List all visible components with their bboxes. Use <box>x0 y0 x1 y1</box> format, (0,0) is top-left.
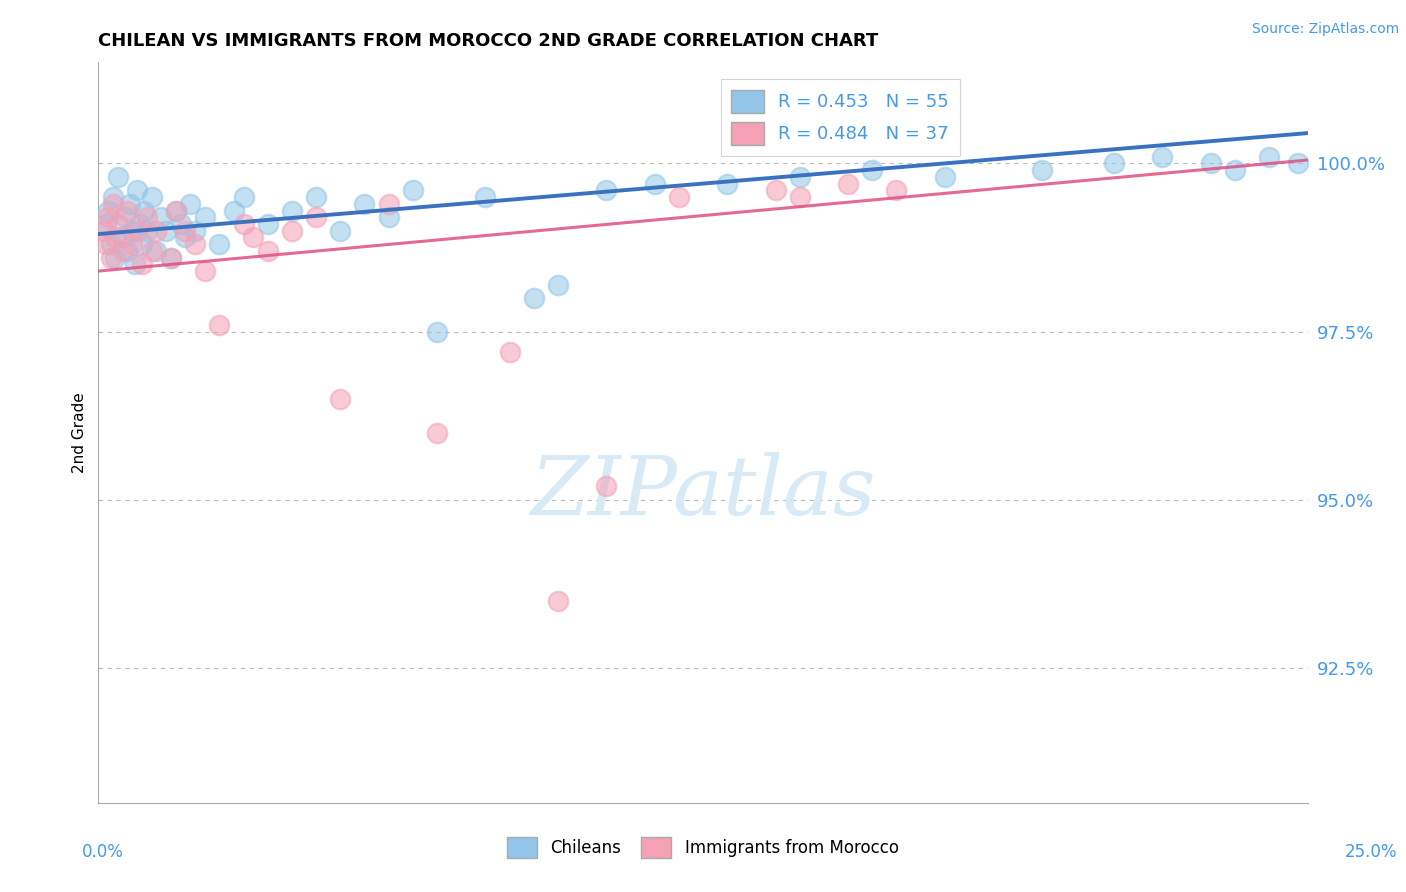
Point <box>281 203 304 218</box>
Point <box>353 196 375 211</box>
Point <box>97 211 120 225</box>
Point <box>1152 150 1174 164</box>
Point <box>94 237 117 252</box>
Text: 0.0%: 0.0% <box>82 843 124 861</box>
Point <box>104 251 127 265</box>
Point <box>547 594 569 608</box>
Point <box>111 230 134 244</box>
Point <box>100 237 122 252</box>
Point <box>595 183 617 197</box>
Point <box>184 224 207 238</box>
Point <box>789 190 811 204</box>
Point <box>184 237 207 252</box>
Point <box>474 190 496 204</box>
Point <box>145 224 167 238</box>
Point <box>595 479 617 493</box>
Point <box>765 183 787 197</box>
Point <box>91 224 114 238</box>
Point <box>886 183 908 197</box>
Point <box>1199 156 1222 170</box>
Point <box>426 425 449 440</box>
Point <box>104 230 127 244</box>
Point <box>498 344 520 359</box>
Point <box>101 190 124 204</box>
Point <box>114 211 136 225</box>
Point <box>131 237 153 252</box>
Point <box>134 203 156 218</box>
Point <box>329 392 352 406</box>
Point <box>1223 163 1246 178</box>
Point <box>121 237 143 252</box>
Point <box>118 196 141 211</box>
Point <box>155 224 177 238</box>
Point <box>94 217 117 231</box>
Point <box>165 203 187 218</box>
Point <box>256 244 278 258</box>
Point <box>242 230 264 244</box>
Point <box>141 190 163 204</box>
Text: 25.0%: 25.0% <box>1344 843 1398 861</box>
Point <box>305 190 328 204</box>
Point <box>860 163 883 178</box>
Text: CHILEAN VS IMMIGRANTS FROM MOROCCO 2ND GRADE CORRELATION CHART: CHILEAN VS IMMIGRANTS FROM MOROCCO 2ND G… <box>98 32 879 50</box>
Point <box>194 211 217 225</box>
Point <box>100 251 122 265</box>
Point <box>305 211 328 225</box>
Point <box>121 224 143 238</box>
Point <box>329 224 352 238</box>
Point <box>174 224 197 238</box>
Point <box>165 203 187 218</box>
Text: Source: ZipAtlas.com: Source: ZipAtlas.com <box>1251 22 1399 37</box>
Point <box>1102 156 1125 170</box>
Point <box>1031 163 1053 178</box>
Point <box>523 291 546 305</box>
Point <box>377 196 399 211</box>
Point <box>160 251 183 265</box>
Point <box>222 203 245 218</box>
Point <box>124 257 146 271</box>
Point <box>232 217 254 231</box>
Point <box>1257 150 1279 164</box>
Point <box>111 244 134 258</box>
Point <box>644 177 666 191</box>
Point <box>169 217 191 231</box>
Point <box>141 244 163 258</box>
Point <box>179 196 201 211</box>
Point <box>160 251 183 265</box>
Point <box>117 244 139 258</box>
Point <box>101 196 124 211</box>
Point <box>789 169 811 184</box>
Point <box>150 211 173 225</box>
Point <box>131 257 153 271</box>
Point <box>135 224 157 238</box>
Point <box>716 177 738 191</box>
Point <box>837 177 859 191</box>
Legend: Chileans, Immigrants from Morocco: Chileans, Immigrants from Morocco <box>501 830 905 865</box>
Point <box>145 244 167 258</box>
Point <box>668 190 690 204</box>
Point <box>208 237 231 252</box>
Point <box>117 203 139 218</box>
Point <box>402 183 425 197</box>
Point <box>934 169 956 184</box>
Text: ZIPatlas: ZIPatlas <box>530 452 876 532</box>
Point <box>174 230 197 244</box>
Point <box>107 217 129 231</box>
Point <box>426 325 449 339</box>
Point <box>377 211 399 225</box>
Point <box>97 203 120 218</box>
Y-axis label: 2nd Grade: 2nd Grade <box>72 392 87 473</box>
Point <box>1286 156 1309 170</box>
Point <box>547 277 569 292</box>
Point <box>135 211 157 225</box>
Point <box>232 190 254 204</box>
Point <box>127 183 149 197</box>
Point <box>256 217 278 231</box>
Point <box>107 169 129 184</box>
Point <box>208 318 231 332</box>
Point <box>127 224 149 238</box>
Point <box>281 224 304 238</box>
Point <box>194 264 217 278</box>
Point <box>128 217 150 231</box>
